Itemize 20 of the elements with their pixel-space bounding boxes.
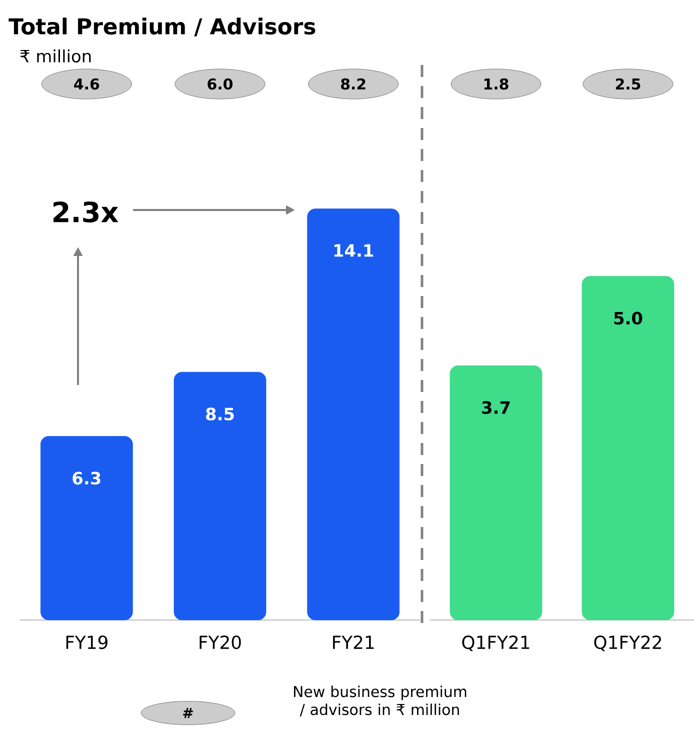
chart-title: Total Premium / Advisors <box>8 18 316 36</box>
x-tick-label: Q1FY21 <box>462 636 530 652</box>
x-tick-label: FY21 <box>333 636 374 649</box>
data-label: 6.3 <box>72 472 100 485</box>
chart-subtitle: ₹ million <box>20 49 91 63</box>
text: # <box>183 708 193 718</box>
text: New business premium / advisors in ₹ million <box>294 686 466 716</box>
data-label: 3.7 <box>482 401 510 414</box>
text: 8.2 <box>341 78 366 90</box>
annotation: 2.3x <box>54 201 118 223</box>
data-label: 14.1 <box>334 244 374 257</box>
text: 1.8 <box>484 78 508 90</box>
x-tick-label: FY20 <box>200 636 241 650</box>
data-label: 5.0 <box>614 312 642 325</box>
data-label: 8.5 <box>206 408 234 420</box>
x-tick-label: Q1FY22 <box>594 636 661 652</box>
text: 4.6 <box>74 78 100 90</box>
text: 2.5 <box>616 78 640 90</box>
text: 6.0 <box>208 78 233 90</box>
x-tick-label: FY19 <box>66 636 108 650</box>
